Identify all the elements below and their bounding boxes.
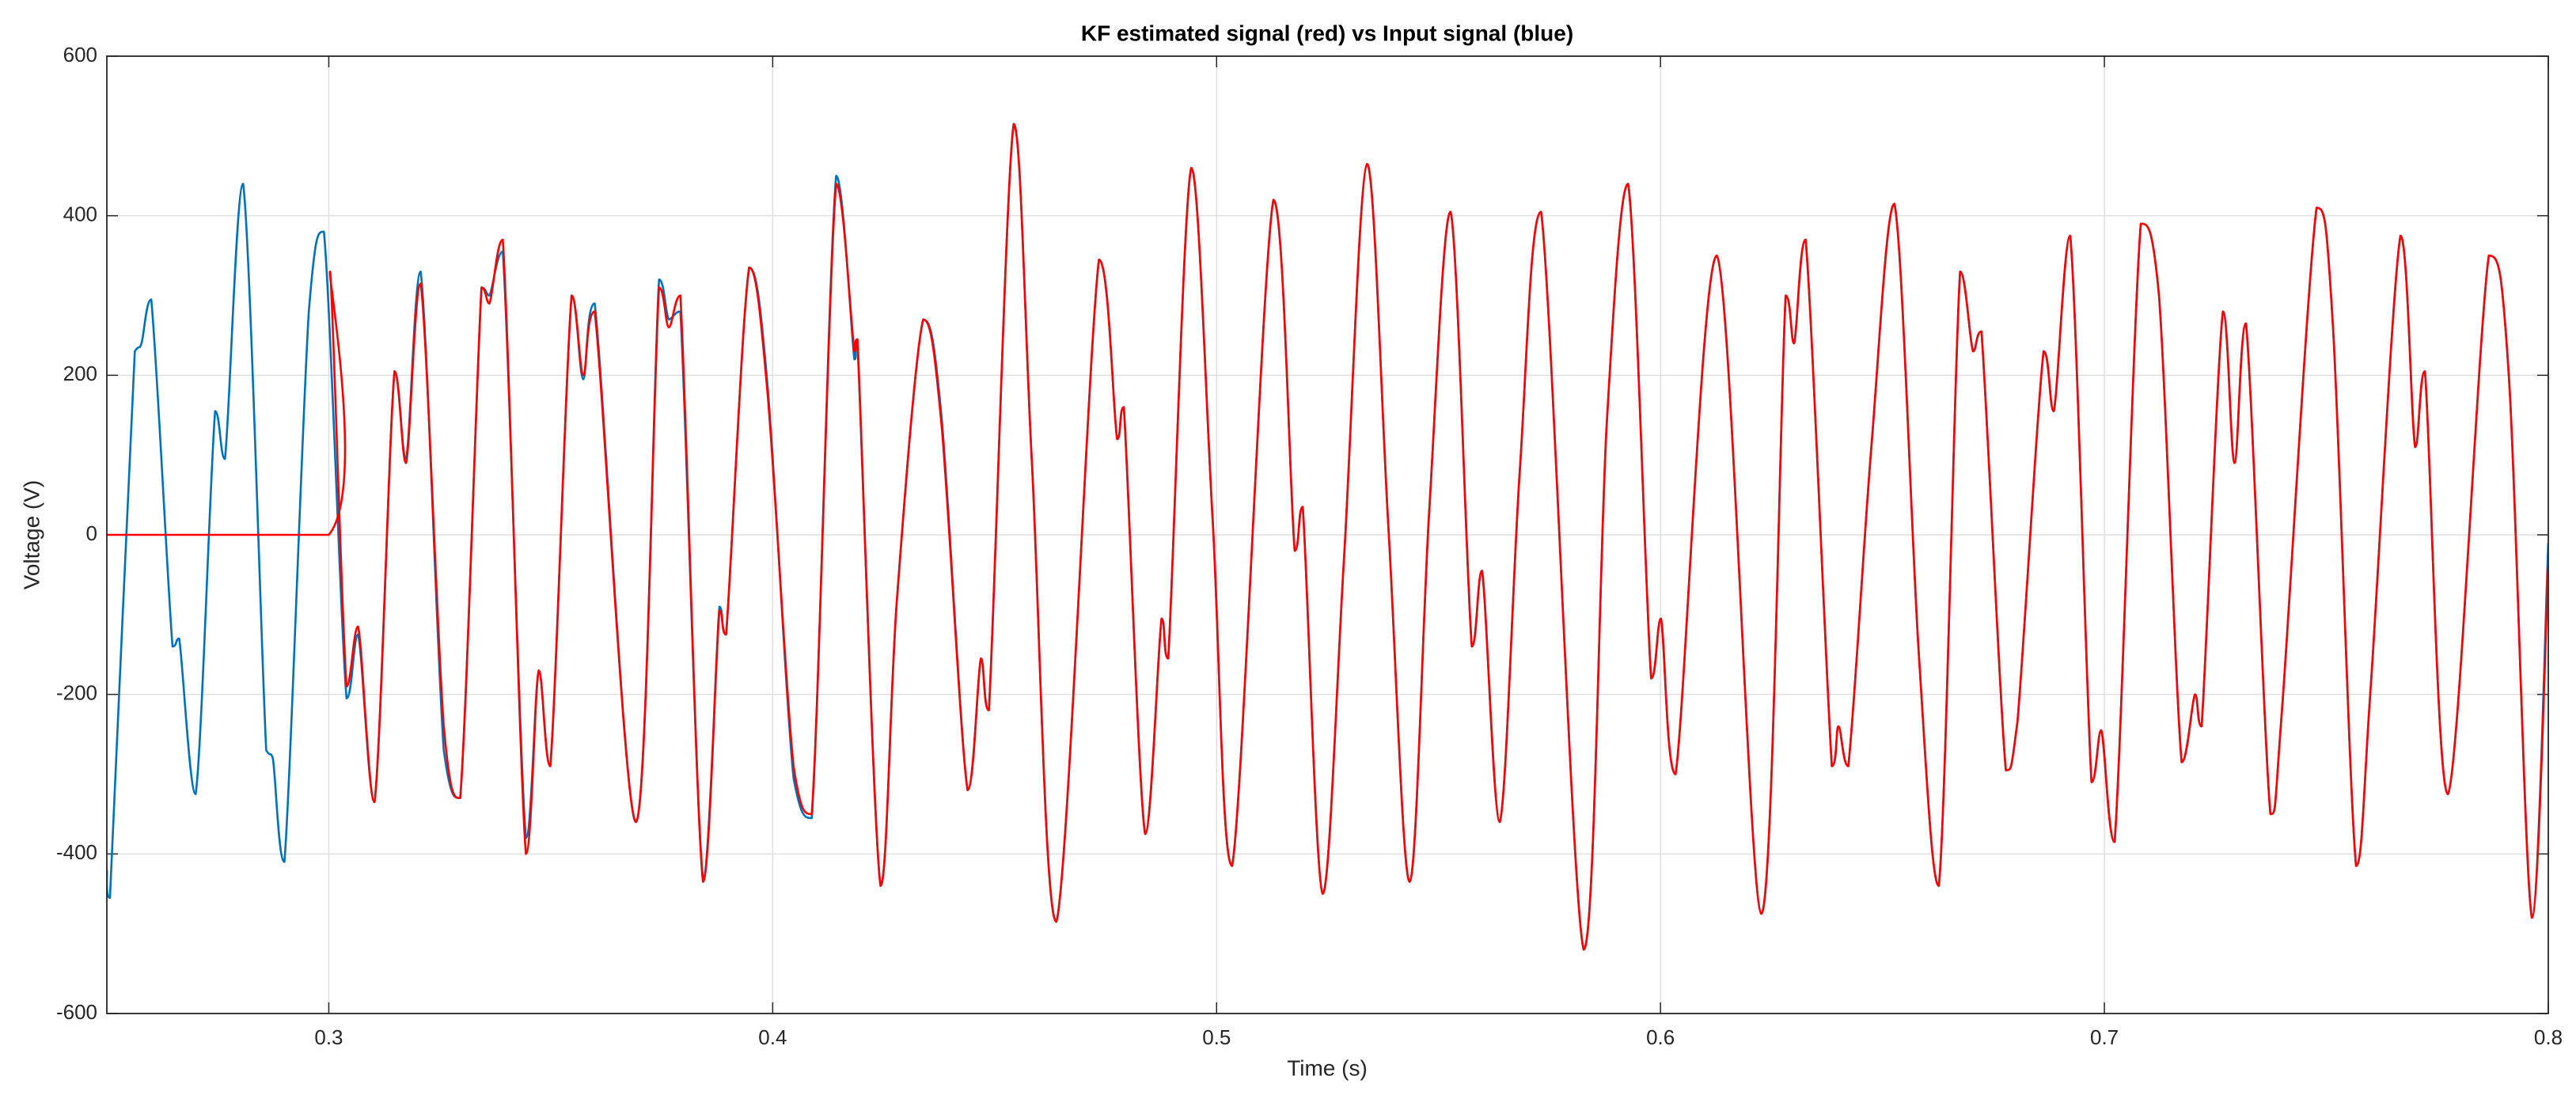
plot-frame (106, 55, 2549, 1014)
y-tick-label: -600 (56, 1000, 97, 1024)
signal-line (107, 123, 2548, 951)
y-tick-label: 600 (63, 43, 97, 66)
x-tick-label: 0.8 (2534, 1025, 2563, 1049)
x-tick-label: 0.5 (1202, 1025, 1231, 1049)
y-tick-label: 400 (63, 203, 97, 226)
y-tick-label: -200 (56, 681, 97, 705)
y-tick-label: 200 (63, 362, 97, 385)
x-tick-label: 0.3 (314, 1025, 343, 1049)
y-axis-label: Voltage (V) (19, 480, 44, 590)
x-tick-label: 0.4 (758, 1025, 787, 1049)
x-axis-label: Time (s) (1287, 1055, 1368, 1080)
chart-title: KF estimated signal (red) vs Input signa… (1081, 21, 1573, 45)
x-tick-label: 0.6 (1646, 1025, 1675, 1049)
x-tick-label: 0.7 (2090, 1025, 2119, 1049)
y-tick-label: -400 (56, 840, 97, 864)
y-tick-label: 0 (86, 521, 97, 545)
